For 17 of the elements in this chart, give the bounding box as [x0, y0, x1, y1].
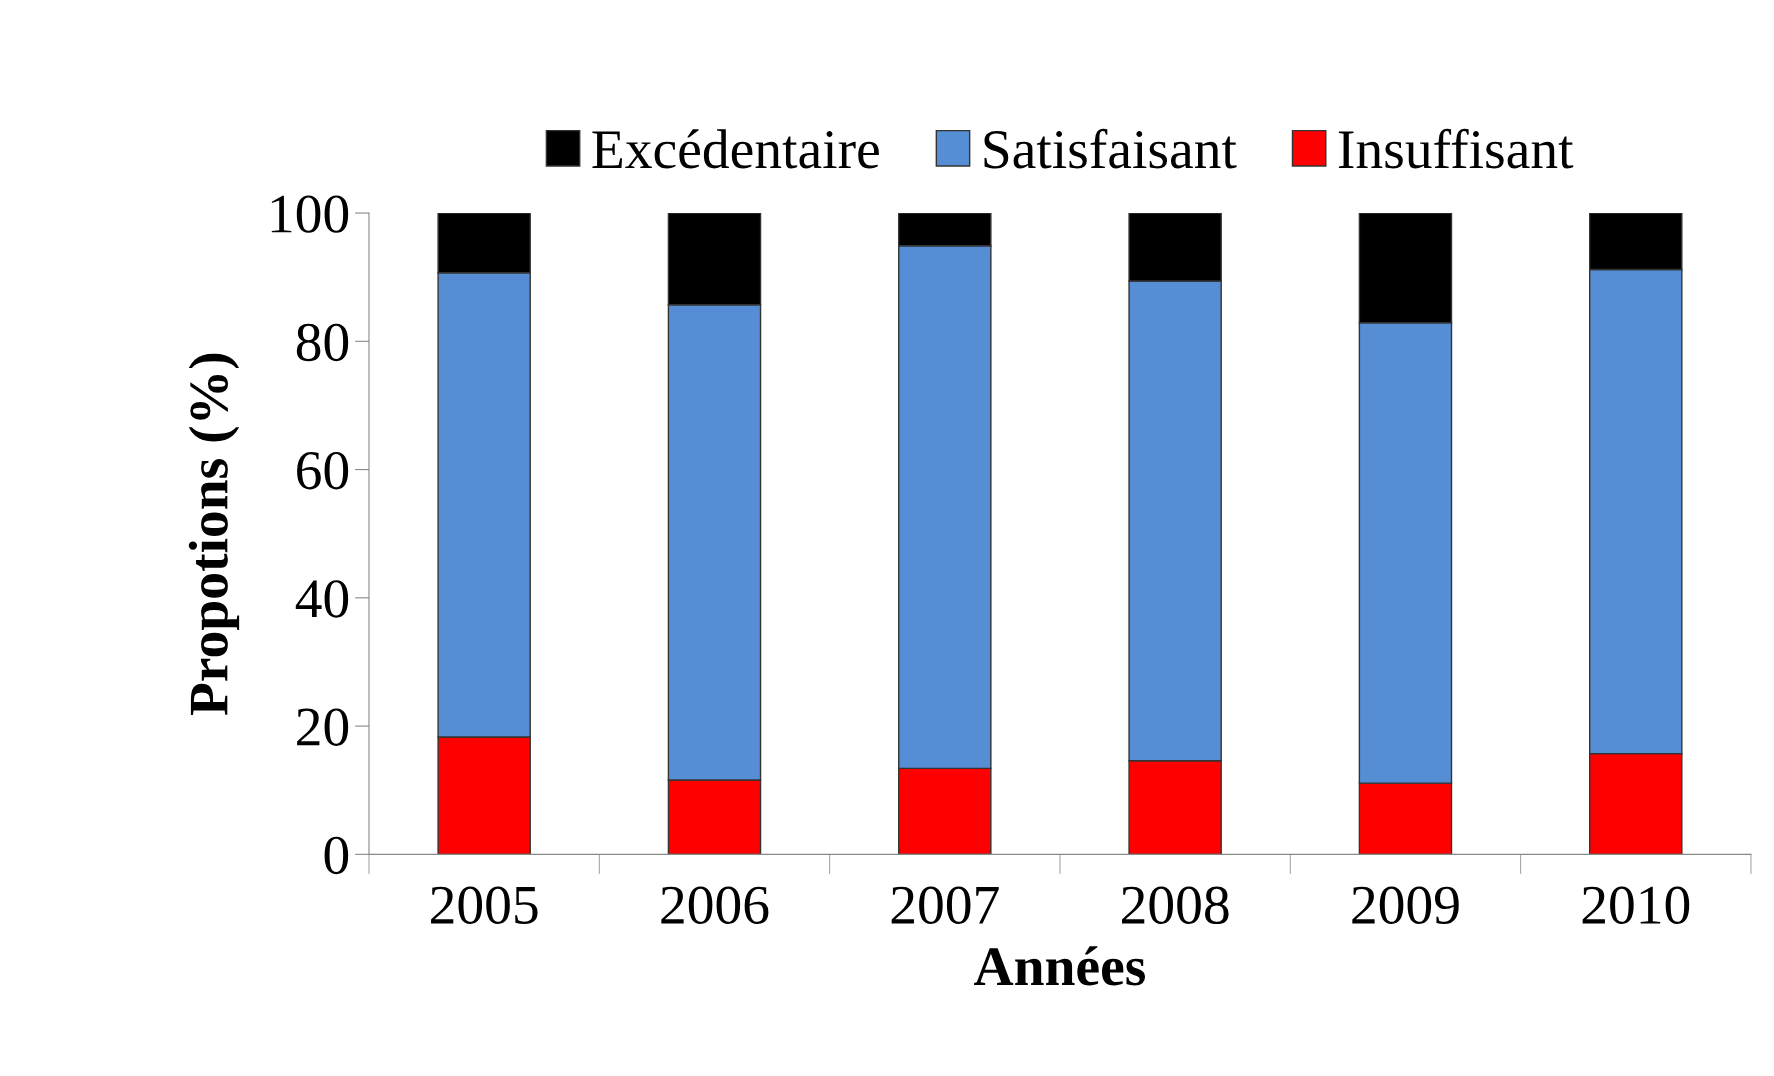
- y-tick-label: 100: [271, 195, 349, 233]
- y-tick-label: 20: [297, 708, 349, 746]
- x-tick-label: 2010: [1582, 886, 1690, 924]
- y-tick-label: 80: [296, 323, 349, 362]
- legend-label: Satisfaisant: [984, 128, 1237, 169]
- x-axis-title: Années: [974, 946, 1146, 986]
- x-tick-label: 2006: [661, 886, 769, 924]
- x-tick-label: 2007: [891, 886, 999, 924]
- y-axis-title: Propotions (%): [188, 353, 240, 716]
- x-tick-label: 2008: [1122, 886, 1229, 924]
- x-tick-label: 2009: [1352, 886, 1459, 924]
- y-tick-label: 40: [295, 580, 349, 618]
- legend-label: Insuffisant: [1338, 128, 1574, 169]
- legend-label: Excédentaire: [592, 129, 879, 169]
- y-tick-label: 60: [297, 451, 349, 490]
- x-tick-label: 2005: [431, 886, 538, 924]
- y-tick-label: 0: [324, 836, 349, 875]
